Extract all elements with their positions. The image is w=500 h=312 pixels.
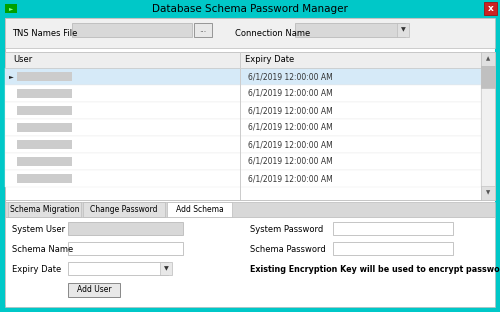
Bar bbox=[5, 18, 495, 48]
Text: ▲: ▲ bbox=[486, 56, 490, 61]
Text: Change Password: Change Password bbox=[90, 205, 158, 214]
Text: 6/1/2019 12:00:00 AM: 6/1/2019 12:00:00 AM bbox=[248, 174, 333, 183]
Bar bbox=[167, 202, 232, 217]
Bar bbox=[0, 0, 500, 18]
Text: System User: System User bbox=[12, 225, 65, 233]
Bar bbox=[8, 202, 81, 217]
Text: Schema Migration: Schema Migration bbox=[10, 205, 79, 214]
Bar bbox=[481, 52, 495, 66]
Bar bbox=[484, 2, 497, 15]
Bar bbox=[72, 23, 192, 37]
Text: Database Schema Password Manager: Database Schema Password Manager bbox=[152, 4, 348, 14]
Text: ►: ► bbox=[9, 74, 14, 79]
Text: Connection Name: Connection Name bbox=[235, 28, 310, 37]
Bar bbox=[495, 18, 500, 312]
Text: System Password: System Password bbox=[250, 225, 323, 233]
Bar bbox=[68, 242, 183, 255]
Bar bbox=[481, 52, 495, 200]
Bar bbox=[160, 262, 172, 275]
Bar bbox=[17, 72, 72, 81]
Bar bbox=[481, 186, 495, 200]
Bar bbox=[5, 85, 481, 102]
Text: Schema Password: Schema Password bbox=[250, 245, 326, 253]
Bar bbox=[17, 174, 72, 183]
Text: User: User bbox=[13, 56, 32, 65]
Bar bbox=[240, 52, 241, 200]
Bar bbox=[0, 305, 500, 312]
Text: TNS Names File: TNS Names File bbox=[12, 28, 78, 37]
Text: 6/1/2019 12:00:00 AM: 6/1/2019 12:00:00 AM bbox=[248, 157, 333, 166]
Bar bbox=[333, 242, 453, 255]
Bar bbox=[397, 23, 409, 37]
Bar bbox=[5, 68, 481, 85]
Text: 6/1/2019 12:00:00 AM: 6/1/2019 12:00:00 AM bbox=[248, 89, 333, 98]
Text: Schema Name: Schema Name bbox=[12, 245, 73, 253]
Bar bbox=[5, 52, 481, 68]
Bar bbox=[5, 52, 495, 200]
Bar bbox=[5, 202, 495, 217]
Bar bbox=[5, 136, 481, 153]
Bar bbox=[295, 23, 405, 37]
Bar bbox=[68, 262, 168, 275]
Bar bbox=[5, 4, 17, 13]
Text: 6/1/2019 12:00:00 AM: 6/1/2019 12:00:00 AM bbox=[248, 140, 333, 149]
Text: 6/1/2019 12:00:00 AM: 6/1/2019 12:00:00 AM bbox=[248, 72, 333, 81]
Bar bbox=[333, 222, 453, 235]
Bar bbox=[5, 102, 481, 119]
Bar bbox=[194, 23, 212, 37]
Bar bbox=[68, 283, 120, 297]
Text: ▼: ▼ bbox=[164, 266, 168, 271]
Text: Existing Encryption Key will be used to encrypt password: Existing Encryption Key will be used to … bbox=[250, 265, 500, 274]
Bar bbox=[17, 157, 72, 166]
Bar bbox=[5, 170, 481, 187]
Bar bbox=[5, 153, 481, 170]
Text: x: x bbox=[488, 4, 494, 13]
Text: ...: ... bbox=[200, 26, 206, 35]
Bar bbox=[0, 18, 5, 312]
Text: Expiry Date: Expiry Date bbox=[12, 265, 61, 274]
Bar bbox=[5, 119, 481, 136]
Bar bbox=[5, 217, 495, 307]
Text: ▼: ▼ bbox=[486, 191, 490, 196]
Bar bbox=[83, 202, 165, 217]
Bar bbox=[17, 106, 72, 115]
Bar bbox=[17, 140, 72, 149]
Text: 6/1/2019 12:00:00 AM: 6/1/2019 12:00:00 AM bbox=[248, 106, 333, 115]
Bar bbox=[17, 123, 72, 132]
Text: ▼: ▼ bbox=[400, 27, 406, 32]
Text: 6/1/2019 12:00:00 AM: 6/1/2019 12:00:00 AM bbox=[248, 123, 333, 132]
Text: Add Schema: Add Schema bbox=[176, 205, 224, 214]
Bar bbox=[68, 222, 183, 235]
Bar bbox=[481, 66, 495, 88]
Text: Expiry Date: Expiry Date bbox=[245, 56, 294, 65]
Text: Add User: Add User bbox=[76, 285, 112, 295]
Text: ►: ► bbox=[9, 6, 13, 11]
Bar bbox=[17, 89, 72, 98]
